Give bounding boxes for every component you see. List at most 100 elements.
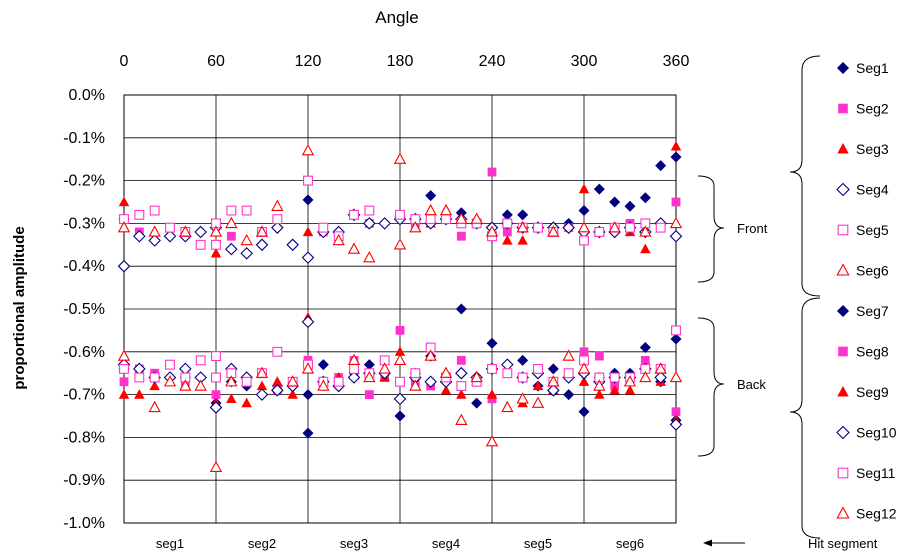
data-point [363,250,376,263]
data-point [117,259,131,273]
segment-label: seg6 [616,536,644,551]
data-point [424,203,437,216]
data-point [301,315,315,329]
data-point [255,366,269,378]
legend-label: Seg10 [856,425,897,441]
data-point [194,225,207,239]
data-point [517,209,529,221]
data-point [393,152,407,164]
legend-marker [838,346,848,357]
legend-marker [837,467,849,479]
data-point [487,363,497,374]
data-point [209,225,223,237]
data-point [364,205,375,216]
data-point [485,225,499,237]
data-point [440,384,452,395]
legend-label: Seg3 [856,141,889,157]
data-point [456,389,467,399]
data-point [119,377,129,387]
data-point [455,413,468,425]
data-point [272,214,283,225]
data-point [118,389,130,399]
data-point [669,216,683,229]
x-tick-label: 180 [387,53,414,70]
legend-label: Seg4 [856,182,889,198]
data-point [623,375,637,387]
data-point [318,222,329,233]
data-point [594,227,605,237]
data-point [456,381,467,391]
data-point [578,376,590,386]
data-point [349,363,359,374]
data-point [502,218,513,229]
data-point [393,238,407,250]
data-point [671,325,681,336]
data-point [439,366,453,378]
data-point [486,389,498,399]
data-point [271,221,284,234]
segment-label: seg2 [248,536,276,551]
segment-label: seg1 [156,536,184,551]
data-point [134,372,145,383]
data-point [501,400,514,413]
data-point [425,190,437,202]
data-point [578,183,590,194]
y-tick-label: -0.2% [63,173,105,190]
segment-label: seg5 [524,536,552,551]
data-point [148,225,161,237]
data-point [209,460,223,473]
plot-area [123,94,677,524]
data-point [333,376,344,387]
data-point [639,192,651,204]
data-point [470,212,483,224]
x-tick-labels: 0 60 120 180 240 300 360 [120,53,690,70]
data-point [516,392,529,404]
data-point [547,384,560,397]
data-point [302,389,314,401]
data-point [441,214,451,225]
data-point [119,363,129,374]
data-point [286,375,299,387]
legend-label: Seg12 [856,506,897,522]
legend-label: Seg6 [856,263,889,279]
data-point [226,393,237,404]
data-point [669,229,683,243]
data-point [393,392,407,406]
x-tick-label: 240 [479,53,506,70]
data-point [347,371,361,384]
legend-item-seg1: Seg1 [836,60,889,76]
data-point [210,247,222,258]
legend-item-seg11: Seg11 [837,465,896,481]
legend-marker [837,224,849,236]
hit-segment-arrowhead [703,539,712,547]
data-point [577,362,591,374]
data-point [532,380,544,391]
y-tick-label: -0.8% [63,429,105,446]
legend-item-seg12: Seg12 [836,506,897,522]
legend-label: Seg2 [856,101,889,117]
legend-item-seg4: Seg4 [836,182,889,198]
data-point [579,235,589,246]
data-point [302,194,314,206]
data-point [639,370,652,383]
data-point [301,362,315,374]
data-point [317,379,330,391]
data-point [211,351,221,362]
data-point [669,370,683,383]
data-point [395,209,405,220]
data-point [531,396,545,408]
data-point [163,375,177,387]
data-point [286,238,299,252]
data-point [134,209,145,220]
data-point [485,435,499,447]
data-point [301,143,315,156]
data-point [241,376,252,387]
legend-item-seg8: Seg8 [838,344,889,360]
data-point [517,354,529,366]
data-point [640,243,651,254]
data-point [609,196,621,208]
data-point [363,217,376,230]
data-point [394,410,406,422]
data-point [133,229,146,243]
